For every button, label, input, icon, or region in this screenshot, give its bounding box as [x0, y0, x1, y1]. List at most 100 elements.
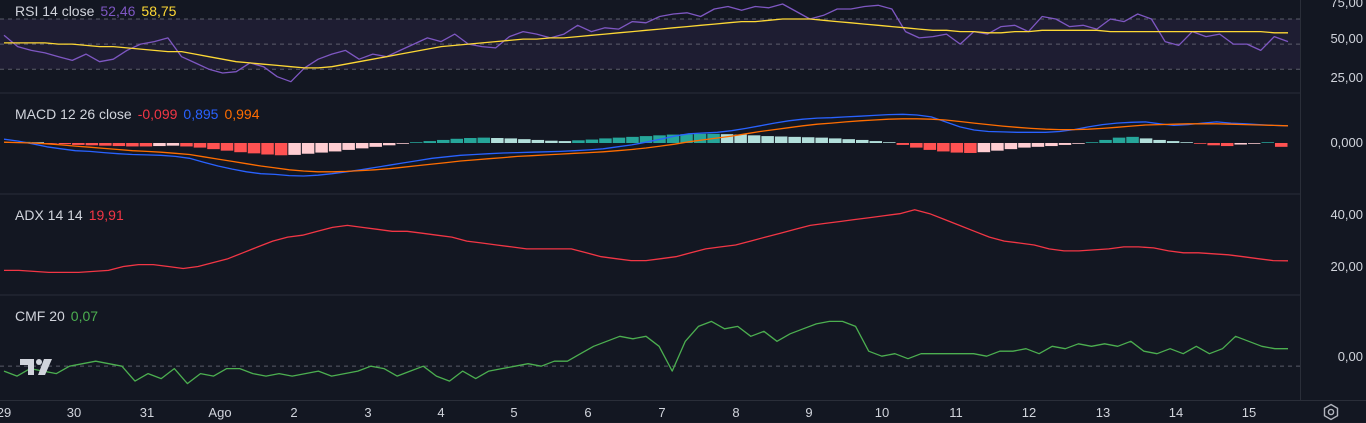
macd-histogram-bar	[1126, 136, 1139, 143]
macd-histogram-bar	[126, 143, 139, 147]
macd-histogram-bar	[45, 143, 58, 144]
macd-histogram-bar	[1072, 143, 1085, 144]
time-tick-label: 10	[875, 405, 889, 420]
macd-histogram-bar	[815, 137, 828, 143]
macd-legend-value-1: -0,099	[137, 106, 178, 122]
macd-histogram-bar	[639, 136, 653, 143]
time-tick-label: 11	[949, 405, 963, 420]
macd-histogram-bar	[910, 143, 923, 148]
macd-histogram-bar	[450, 138, 464, 143]
macd-histogram-bar	[1045, 143, 1058, 147]
macd-histogram-bar	[869, 141, 883, 143]
adx-legend-value-1: 19,91	[88, 207, 124, 223]
price-tick-label: 40,00	[1330, 207, 1363, 222]
macd-legend-title: MACD 12 26 close	[15, 106, 132, 122]
macd-histogram-bar	[437, 139, 450, 143]
macd-histogram-bar	[693, 133, 707, 143]
macd-histogram-bar	[464, 138, 477, 143]
cmf-legend[interactable]: CMF 20 0,07	[15, 308, 104, 324]
macd-histogram-bar	[518, 139, 531, 143]
macd-histogram-bar	[234, 143, 247, 153]
macd-histogram-bar	[558, 141, 572, 143]
macd-histogram-bar	[1099, 139, 1112, 143]
macd-histogram-bar	[666, 134, 680, 143]
macd-histogram-bar	[1058, 143, 1072, 145]
rsi-legend[interactable]: RSI 14 close 52,46 58,75	[15, 3, 182, 19]
macd-histogram-bar	[1031, 143, 1045, 147]
macd-histogram-bar	[180, 143, 193, 147]
series-line-cmf	[3, 320, 1288, 385]
macd-histogram-bar	[166, 143, 180, 146]
macd-histogram-bar	[1085, 142, 1099, 143]
macd-histogram-bar	[274, 143, 288, 156]
time-tick-label: 7	[658, 405, 665, 420]
time-tick-label: 30	[67, 405, 81, 420]
price-tick-label: 25,00	[1330, 70, 1363, 85]
macd-histogram-bar	[139, 143, 153, 147]
price-tick-label: 0,00	[1338, 349, 1363, 364]
time-axis[interactable]: 29 30 31 Ago 2 3 4 5 6 7 8 9 10 11 12 13 14 15	[0, 400, 1366, 422]
macd-histogram-bar	[1180, 142, 1193, 143]
time-tick-label: 14	[1169, 405, 1183, 420]
rsi-legend-value-1: 52,46	[100, 3, 136, 19]
cmf-legend-title: CMF 20	[15, 308, 65, 324]
macd-histogram-bar	[193, 143, 207, 148]
macd-legend-value-3: 0,994	[224, 106, 260, 122]
macd-histogram-bar	[247, 143, 261, 154]
macd-histogram-bar	[801, 137, 815, 143]
time-tick-label: 3	[364, 405, 371, 420]
macd-histogram-bar	[301, 143, 315, 154]
time-tick-label: 5	[510, 405, 517, 420]
macd-histogram-bar	[680, 134, 693, 143]
macd-histogram-bar	[1247, 143, 1261, 144]
adx-legend[interactable]: ADX 14 14 19,91	[15, 207, 130, 223]
macd-histogram-bar	[572, 140, 585, 143]
chart-area[interactable]	[0, 0, 1300, 400]
series-line-rsi-ma	[4, 18, 1288, 69]
time-tick-label: 12	[1022, 405, 1036, 420]
macd-histogram-bar	[964, 143, 977, 153]
macd-histogram-bar	[99, 143, 112, 146]
macd-histogram-bar	[1193, 143, 1207, 144]
time-tick-label: 8	[732, 405, 739, 420]
time-tick-label: 15	[1242, 405, 1256, 420]
price-tick-label: 75,00	[1330, 0, 1363, 10]
macd-histogram-bar	[85, 143, 99, 146]
macd-histogram-bar	[315, 143, 328, 153]
macd-histogram-bar	[747, 135, 761, 143]
macd-legend-value-2: 0,895	[183, 106, 219, 122]
macd-histogram-bar	[991, 143, 1004, 151]
time-tick-label: 4	[437, 405, 444, 420]
cmf-legend-value-1: 0,07	[70, 308, 99, 324]
macd-histogram-bar	[855, 139, 869, 143]
macd-histogram-bar	[342, 143, 355, 150]
series-line-rsi	[3, 3, 1289, 83]
macd-histogram-bar	[504, 138, 518, 143]
macd-histogram-bar	[896, 143, 910, 145]
macd-histogram-bar	[1207, 143, 1220, 146]
time-tick-label: 9	[805, 405, 812, 420]
macd-histogram-bar	[774, 136, 788, 143]
macd-histogram-bar	[355, 143, 369, 149]
indicator-chart-svg	[0, 3, 1300, 385]
macd-histogram-bar	[112, 143, 126, 147]
macd-histogram-bar	[288, 143, 301, 155]
macd-histogram-bar	[612, 137, 626, 143]
macd-histogram-bar	[531, 139, 545, 143]
time-tick-label: Ago	[208, 405, 231, 420]
macd-histogram-bar	[626, 136, 639, 143]
macd-histogram-bar	[423, 141, 437, 143]
macd-histogram-bar	[937, 143, 950, 152]
macd-histogram-bar	[1018, 143, 1031, 148]
price-tick-label: 0,000	[1330, 135, 1363, 150]
macd-histogram-bar	[1220, 143, 1234, 147]
macd-histogram-bar	[828, 138, 842, 143]
price-axis[interactable]: 75,00 50,00 25,00 0,000 40,00 20,00 0,00	[1300, 0, 1366, 400]
macd-legend[interactable]: MACD 12 26 close -0,099 0,895 0,994	[15, 106, 266, 122]
time-tick-label: 29	[0, 405, 11, 420]
macd-histogram-bar	[950, 143, 964, 153]
settings-icon[interactable]	[1322, 403, 1340, 421]
macd-histogram-bar	[153, 143, 166, 147]
tradingview-logo-icon[interactable]	[18, 356, 58, 378]
macd-histogram-bar	[58, 143, 72, 145]
